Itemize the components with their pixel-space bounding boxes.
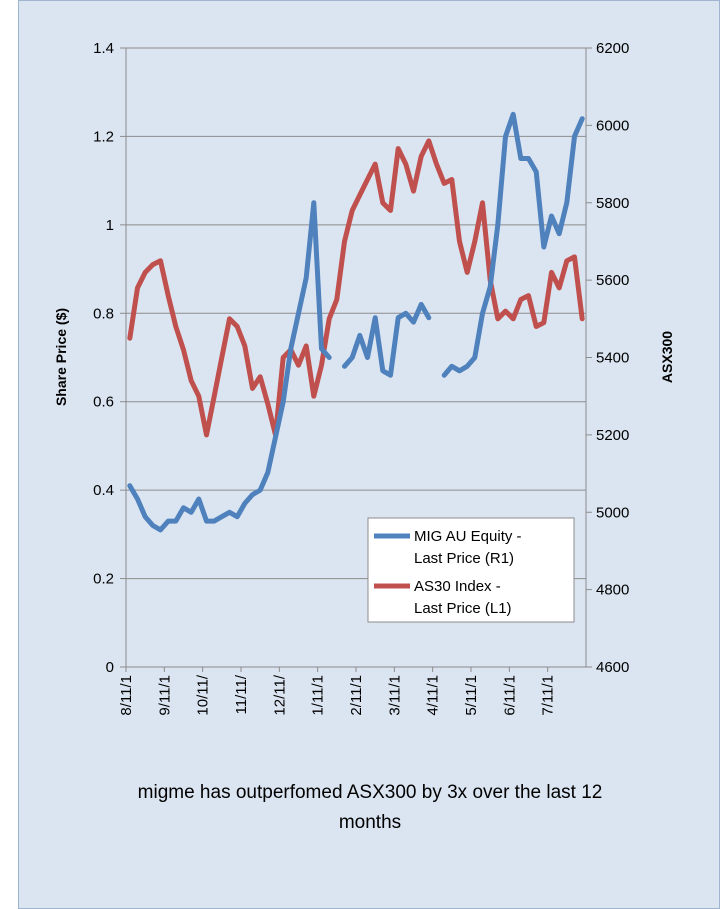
y2-tick-label: 4600 [596, 659, 629, 676]
legend-label: AS30 Index -Last Price (L1) [414, 578, 512, 617]
x-tick-label: 8/11/1 [118, 675, 135, 716]
y2-tick-label: 6200 [596, 40, 629, 57]
y-tick-label: 1.2 [93, 128, 114, 145]
y2-axis-label: ASX300 [659, 331, 675, 383]
chart-frame [18, 0, 720, 909]
x-tick-label: 9/11/1 [156, 675, 173, 716]
caption: migme has outperfomed ASX300 by 3x over … [137, 782, 603, 833]
x-tick-label: 5/11/1 [463, 675, 480, 716]
y-tick-label: 0.6 [93, 394, 114, 411]
y2-tick-label: 5600 [596, 272, 629, 289]
series-line [127, 138, 585, 438]
x-tick-label: 7/11/1 [540, 675, 557, 716]
x-tick-label: 12/11/ [271, 674, 288, 715]
series-line [127, 111, 585, 533]
y-tick-label: 1 [106, 217, 114, 234]
y-tick-label: 0 [106, 659, 114, 676]
y2-tick-label: 5800 [596, 195, 629, 212]
y-tick-label: 0.8 [93, 305, 114, 322]
x-tick-label: 2/11/1 [348, 675, 365, 716]
y-axis-label: Share Price ($) [53, 308, 69, 406]
y2-tick-label: 5200 [596, 427, 629, 444]
x-tick-label: 4/11/1 [425, 675, 442, 716]
y-tick-label: 0.4 [93, 482, 114, 499]
y2-tick-label: 5000 [596, 504, 629, 521]
y2-tick-label: 5400 [596, 350, 629, 367]
x-tick-label: 11/11/ [233, 674, 250, 714]
x-tick-label: 1/11/1 [310, 675, 327, 716]
legend-label: MIG AU Equity -Last Price (R1) [414, 528, 522, 567]
y2-tick-label: 4800 [596, 582, 629, 599]
x-tick-label: 10/11/ [195, 674, 212, 715]
x-tick-label: 3/11/1 [386, 675, 403, 716]
x-tick-label: 6/11/1 [501, 675, 518, 716]
y-tick-label: 0.2 [93, 571, 114, 588]
y2-tick-label: 6000 [596, 117, 629, 134]
y-tick-label: 1.4 [93, 40, 114, 57]
